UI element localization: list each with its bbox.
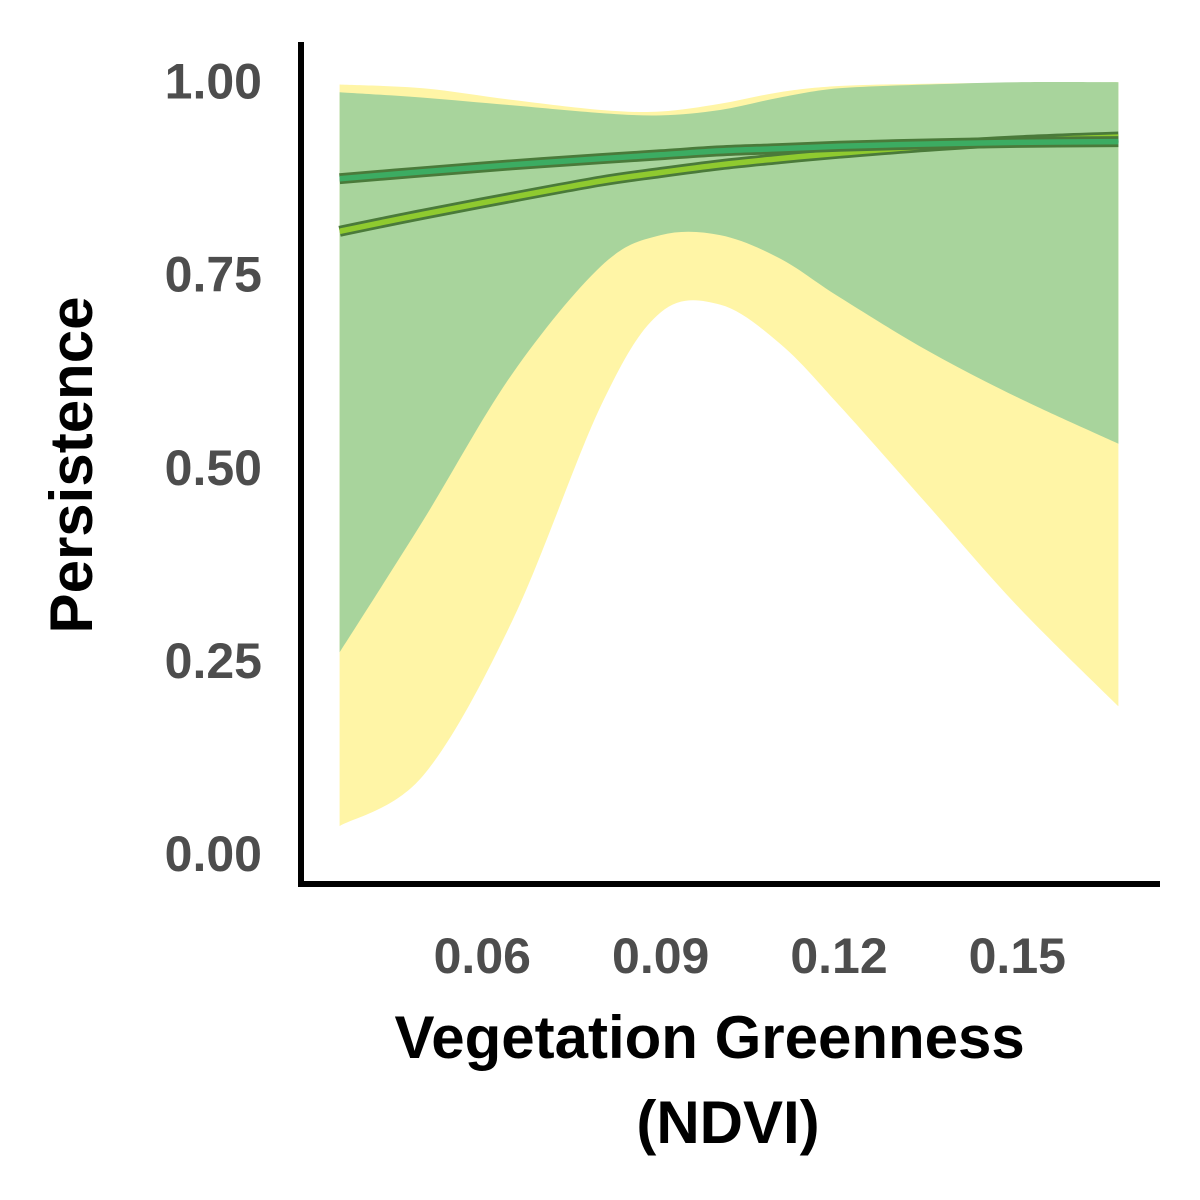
series-lines xyxy=(338,131,1119,237)
x-tick-label: 0.09 xyxy=(612,928,709,984)
x-tick-label: 0.06 xyxy=(434,928,531,984)
confidence-bands xyxy=(339,82,1119,827)
y-tick-labels: 0.00 0.25 0.50 0.75 1.00 xyxy=(165,54,262,882)
x-axis-title-line-2: (NDVI) xyxy=(636,1089,819,1156)
axes xyxy=(298,42,1160,887)
x-tick-labels: 0.06 0.09 0.12 0.15 xyxy=(434,928,1066,984)
x-tick-label: 0.12 xyxy=(790,928,887,984)
confidence-band-2 xyxy=(339,82,1119,653)
series-line-2 xyxy=(339,138,1119,182)
y-tick-label: 0.25 xyxy=(165,633,262,689)
x-tick-label: 0.15 xyxy=(969,928,1066,984)
y-tick-label: 0.75 xyxy=(165,247,262,303)
y-tick-label: 0.50 xyxy=(165,440,262,496)
x-axis-title-line-1: Vegetation Greenness xyxy=(395,1004,1025,1071)
x-axis-title: Vegetation Greenness (NDVI) xyxy=(395,1004,1042,1156)
y-axis-title: Persistence xyxy=(38,297,105,634)
y-tick-label: 0.00 xyxy=(165,826,262,882)
y-tick-label: 1.00 xyxy=(165,54,262,110)
